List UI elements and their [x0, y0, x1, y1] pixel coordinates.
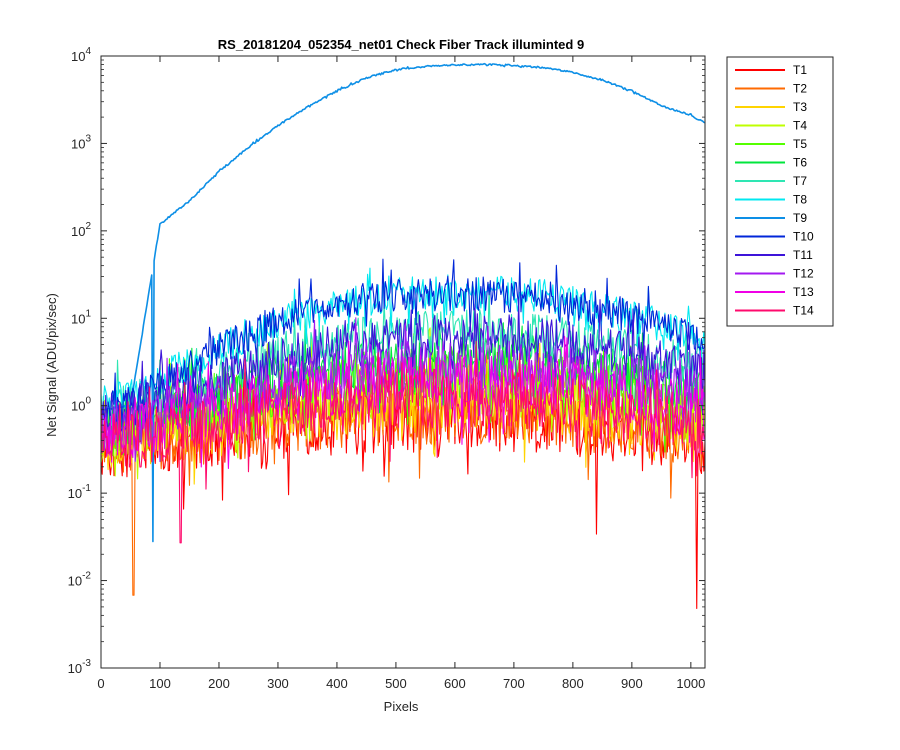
y-tick-label: 104 — [71, 46, 91, 64]
axes-box — [100, 55, 706, 669]
legend-label-t10: T10 — [793, 230, 814, 244]
x-axis-label: Pixels — [384, 699, 419, 714]
legend-label-t11: T11 — [793, 248, 813, 262]
series-line-t13 — [101, 336, 705, 469]
legend-label-t14: T14 — [793, 304, 814, 318]
plot-area: 0 100 200 300 400 500 600 700 800 900 1000 10-3 10-2… — [68, 46, 706, 691]
series-group — [101, 62, 705, 609]
x-tick-label: 300 — [267, 676, 289, 691]
y-axis-label: Net Signal (ADU/pix/sec) — [44, 293, 59, 437]
series-line-t9 — [101, 62, 705, 543]
x-tick-label: 0 — [97, 676, 104, 691]
legend-label-t3: T3 — [793, 100, 807, 114]
series-line-t14 — [101, 341, 705, 544]
y-tick-label: 103 — [71, 133, 91, 151]
x-tick-label: 400 — [326, 676, 348, 691]
legend-label-t12: T12 — [793, 267, 814, 281]
legend-label-t1: T1 — [793, 63, 807, 77]
legend-label-t6: T6 — [793, 156, 807, 170]
y-tick-label: 10-2 — [68, 571, 92, 589]
x-tick-label: 100 — [149, 676, 171, 691]
x-tick-label: 600 — [444, 676, 466, 691]
x-tick-label: 700 — [503, 676, 525, 691]
legend-box — [726, 56, 834, 327]
chart-title: RS_20181204_052354_net01 Check Fiber Tra… — [218, 37, 584, 52]
series-line-t10 — [101, 258, 705, 435]
legend-label-t7: T7 — [793, 174, 807, 188]
x-tick-label: 1000 — [676, 676, 705, 691]
legend-label-t5: T5 — [793, 137, 807, 151]
y-tick-label: 102 — [71, 221, 91, 239]
legend-label-t8: T8 — [793, 193, 807, 207]
y-tick-label: 100 — [71, 396, 91, 414]
y-tick-label: 10-3 — [68, 658, 92, 676]
legend-label-t4: T4 — [793, 119, 807, 133]
legend-label-t13: T13 — [793, 285, 814, 299]
x-tick-label: 500 — [385, 676, 407, 691]
y-tick-label: 10-1 — [68, 483, 92, 501]
legend-label-t2: T2 — [793, 82, 807, 96]
legend: T1 T2 T3 T4 T5 T6 T7 T8 T9 T10 T11 T12 T13 T14 — [726, 56, 834, 327]
x-tick-label: 900 — [621, 676, 643, 691]
x-tick-label: 200 — [208, 676, 230, 691]
y-tick-label: 101 — [71, 308, 91, 326]
x-tick-label: 800 — [562, 676, 584, 691]
series-line-t7 — [101, 283, 705, 432]
legend-label-t9: T9 — [793, 211, 807, 225]
